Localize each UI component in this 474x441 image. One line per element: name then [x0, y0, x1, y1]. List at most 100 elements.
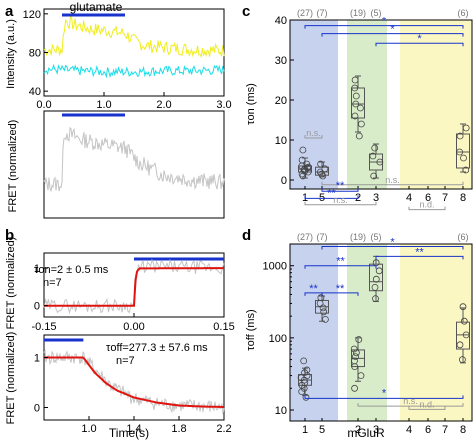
tau-on-n: n=7: [43, 277, 62, 289]
shade-group-1-5-c: [290, 20, 338, 189]
sig-bracket-d: [408, 406, 446, 410]
data-point-d-8: [462, 331, 470, 339]
tau-off-text: τoff=277.3 ± 57.6 ms: [106, 342, 208, 354]
category-label-d: 5: [319, 424, 325, 436]
ytick-label-a-top: 120: [23, 9, 41, 21]
data-point-c-2: [351, 112, 359, 120]
data-point-c-5: [316, 168, 324, 176]
sig-bracket-d: [304, 265, 377, 269]
xtick-label-a-top: 2.0: [156, 99, 171, 111]
ytick-label-a-top: 40: [29, 86, 41, 98]
sig-label-c: *: [390, 24, 395, 36]
xtick-label-a-top: 1.0: [96, 99, 111, 111]
data-point-c-8: [456, 148, 464, 156]
sig-bracket-c: [304, 25, 464, 29]
data-point-c-2: [355, 132, 363, 140]
ytick-label-c: 40: [275, 15, 287, 27]
count-label-d: (6): [458, 232, 469, 242]
sig-bracket-c: [321, 33, 464, 37]
plot-frame-a-top: [43, 8, 225, 97]
ylabel-a-top: Intensity (a.u.): [5, 19, 17, 89]
data-point-c-3: [376, 158, 384, 166]
ytick-label-b-top: 0: [34, 301, 40, 313]
category-label-d: 4: [406, 424, 412, 436]
data-point-d-5: [317, 294, 325, 302]
category-label-d: 6: [425, 424, 431, 436]
data-point-d-3: [372, 295, 379, 303]
category-label-c: 7: [442, 192, 448, 204]
count-label-d: (7): [317, 232, 328, 242]
xtick-label-b-bottom: 1.8: [171, 423, 186, 435]
ytick-label-d: 1000: [263, 261, 287, 273]
category-label-c: 8: [460, 192, 466, 204]
data-point-d-1: [303, 366, 311, 374]
ytick-label-c: 10: [275, 135, 287, 147]
xtick-label-a-top: 0.0: [36, 99, 51, 111]
data-point-d-1: [302, 393, 310, 401]
ytick-label-d: 100: [269, 333, 287, 345]
sig-bracket-c: [408, 206, 446, 211]
shade-group-4-8-c: [400, 20, 472, 189]
data-point-c-5: [318, 170, 326, 178]
data-point-c-8: [462, 124, 470, 132]
count-label-c: (5): [371, 8, 382, 18]
sig-bracket-c: [375, 42, 464, 47]
plot-frame-a-bottom: [43, 110, 225, 219]
data-point-d-8: [458, 356, 466, 364]
trace-yellow-a-top: [43, 16, 225, 59]
trace-red-b-bottom: [44, 356, 224, 408]
data-point-d-3: [375, 267, 383, 275]
panel-letter-c: c: [242, 3, 250, 20]
data-point-c-1: [303, 160, 311, 168]
category-label-c: 6: [425, 192, 431, 204]
data-point-d-8: [456, 341, 464, 349]
data-point-d-3: [371, 283, 379, 291]
data-point-c-2: [352, 100, 360, 108]
category-label-d: 2: [355, 424, 361, 436]
data-point-c-5: [317, 160, 325, 168]
data-point-c-2: [352, 92, 360, 100]
ylabel-b-bottom: FRET (normalized): [5, 332, 17, 425]
shade-group-4-8-d: [400, 244, 472, 421]
data-point-c-2: [351, 76, 359, 84]
sig-label-c: n.d.: [419, 200, 434, 210]
panel-letter-d: d: [242, 227, 251, 244]
sig-label-d: **: [309, 283, 318, 295]
data-point-c-8: [462, 166, 470, 174]
data-point-d-2: [357, 372, 365, 380]
data-point-d-1: [300, 357, 308, 365]
data-point-c-3: [371, 144, 379, 152]
ylabel-d: τoff (ms): [245, 309, 257, 350]
data-point-c-8: [456, 132, 464, 140]
data-point-d-5: [321, 315, 329, 323]
data-point-d-2: [350, 345, 358, 353]
data-point-d-2: [352, 349, 360, 357]
shade-group-1-5-d: [290, 244, 338, 421]
data-point-c-3: [369, 152, 377, 160]
data-point-c-1: [298, 156, 306, 164]
ytick-label-a-top: 80: [29, 48, 41, 60]
sig-label-d: *: [390, 236, 395, 248]
sig-bracket-d: [357, 403, 464, 407]
sig-label-d: n.s.: [403, 396, 418, 406]
data-point-d-8: [460, 317, 468, 325]
sig-label-c: n.s.: [306, 128, 321, 138]
sig-label-d: **: [336, 283, 345, 295]
data-point-d-1: [301, 379, 309, 387]
sig-label-c: **: [327, 187, 336, 199]
ytick-label-b-bottom: 1: [34, 353, 40, 365]
ytick-label-c: 30: [275, 55, 287, 67]
count-label-c: (19): [350, 8, 366, 18]
count-label-d: (27): [297, 232, 313, 242]
sig-label-c: **: [336, 180, 345, 192]
trace-red-b-top: [44, 267, 224, 307]
tau-on-text: τon=2 ± 0.5 ms: [34, 264, 109, 276]
sig-bracket-d: [375, 255, 464, 260]
sig-label-c: *: [382, 16, 387, 28]
category-label-c: 3: [373, 192, 379, 204]
sig-bracket-c: [304, 201, 377, 206]
xtick-label-b-top: 0.00: [123, 321, 144, 333]
data-point-c-5: [321, 165, 329, 173]
category-label-d: 8: [460, 424, 466, 436]
